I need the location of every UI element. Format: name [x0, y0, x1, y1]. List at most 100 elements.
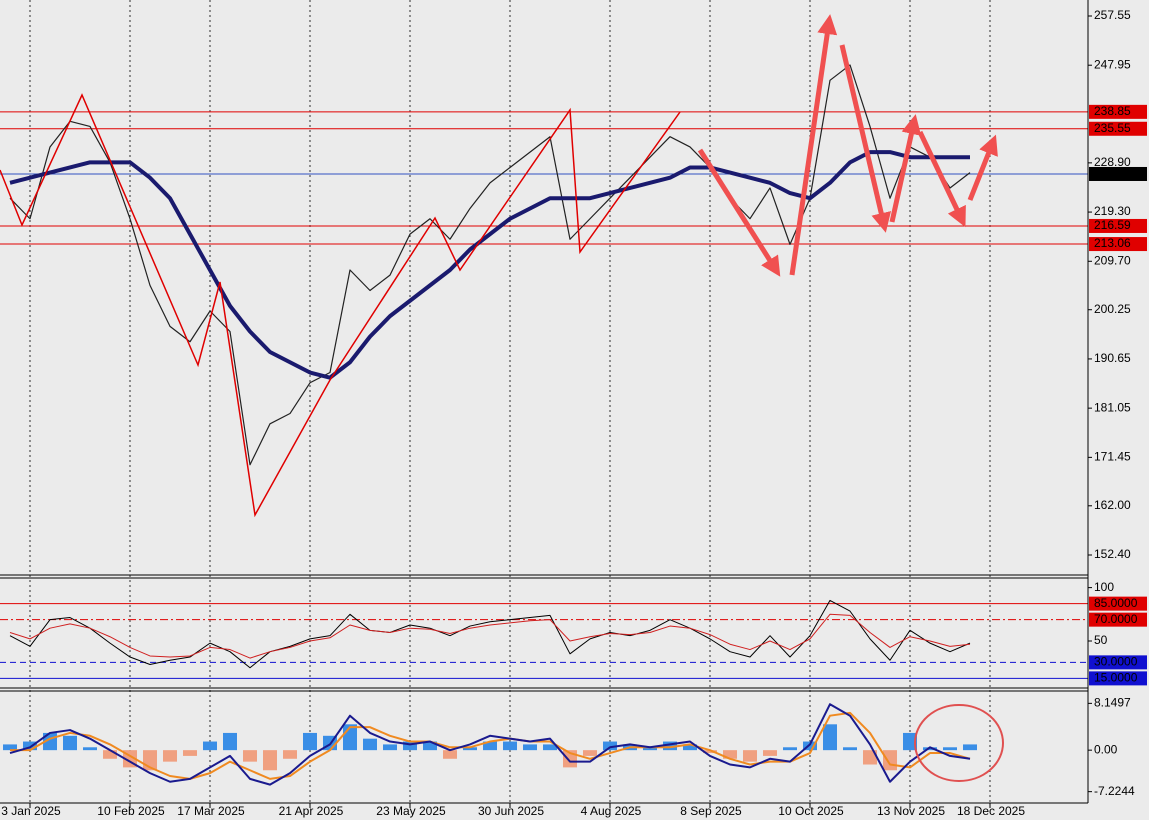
x-tick-label: 8 Sep 2025 — [680, 804, 742, 818]
histogram-bar — [263, 750, 277, 771]
histogram-bar — [463, 747, 477, 751]
level-label-bg — [1089, 166, 1147, 181]
y-tick-label: 50 — [1094, 633, 1108, 647]
histogram-bar — [303, 732, 317, 751]
x-tick-label: 18 Dec 2025 — [957, 804, 1025, 818]
histogram-bar — [543, 744, 557, 751]
histogram-bar — [443, 750, 457, 759]
level-label: 238.85 — [1094, 104, 1131, 118]
plots — [3, 64, 977, 786]
x-tick-label: 17 Mar 2025 — [177, 804, 245, 818]
level-label: 30.0000 — [1094, 655, 1138, 669]
x-tick-label: 4 Aug 2025 — [581, 804, 642, 818]
histogram-bar — [683, 744, 697, 751]
level-label-bg — [1089, 237, 1147, 252]
level-label-bg — [1089, 218, 1147, 233]
histogram-bar — [503, 741, 517, 751]
x-tick-label: 10 Feb 2025 — [97, 804, 165, 818]
y-tick-label: 8.1497 — [1094, 696, 1131, 710]
histogram-bar — [203, 741, 217, 751]
histogram-bar — [363, 738, 377, 751]
histogram-bar — [403, 741, 417, 751]
arrow — [889, 114, 922, 223]
arrow — [839, 44, 892, 233]
x-tick-label: 21 Apr 2025 — [279, 804, 344, 818]
level-label-bg — [1089, 104, 1147, 119]
histogram-bar — [923, 747, 937, 751]
arrow — [967, 134, 998, 201]
x-tick-label: 13 Nov 2025 — [877, 804, 945, 818]
histogram-bar — [23, 741, 37, 751]
level-label: 70.0000 — [1094, 612, 1138, 626]
series-line — [9, 613, 971, 659]
level-label: 213.06 — [1094, 236, 1131, 250]
arrow — [789, 14, 838, 276]
histogram-bar — [643, 747, 657, 751]
histogram-bar — [863, 750, 877, 765]
series-line — [9, 599, 971, 669]
histogram-bar — [903, 732, 917, 751]
y-tick-label: 257.55 — [1094, 8, 1131, 22]
histogram-bar — [883, 750, 897, 771]
arrow — [697, 148, 781, 277]
histogram-bar — [943, 747, 957, 751]
histogram-bar — [803, 741, 817, 751]
histogram-bar — [103, 750, 117, 759]
histogram-bar — [783, 747, 797, 751]
level-label-bg — [1089, 596, 1147, 611]
histogram-bar — [483, 741, 497, 751]
histogram-bar — [743, 750, 757, 762]
y-tick-label: 152.40 — [1094, 547, 1131, 561]
arrow — [917, 130, 966, 228]
histogram-bar — [763, 750, 777, 756]
level-label: 15.0000 — [1094, 671, 1138, 685]
series-line — [9, 150, 970, 380]
level-label-bg — [1089, 671, 1147, 686]
histogram-bar — [183, 750, 197, 756]
y-tick-label: 171.45 — [1094, 450, 1131, 464]
highlight-circle — [914, 704, 1004, 782]
histogram-bar — [243, 750, 257, 762]
level-label: 216.59 — [1094, 218, 1131, 232]
level-label: 85.0000 — [1094, 596, 1138, 610]
histogram-bar — [223, 732, 237, 751]
y-tick-label: 0.00 — [1094, 742, 1118, 756]
histogram-bar — [63, 735, 77, 751]
histogram-bar — [843, 747, 857, 751]
y-tick-label: 181.05 — [1094, 400, 1131, 414]
histogram-bar — [963, 744, 977, 751]
y-tick-label: 247.95 — [1094, 57, 1131, 71]
y-tick-label: 219.30 — [1094, 204, 1131, 218]
level-label-bg — [1089, 121, 1147, 136]
histogram-bar — [3, 744, 17, 751]
histogram-bar — [423, 741, 437, 751]
histogram-bar — [663, 741, 677, 751]
trend-arrows — [697, 14, 998, 277]
zigzag — [0, 93, 681, 518]
axes: 3 Jan 2025 10 Feb 2025 17 Mar 2025 21 Apr 2… — [1, 8, 1147, 818]
y-tick-label: -7.2244 — [1094, 784, 1135, 798]
y-tick-label: 200.25 — [1094, 302, 1131, 316]
x-tick-label: 30 Jun 2025 — [478, 804, 544, 818]
histogram-bar — [283, 750, 297, 759]
series-line — [10, 711, 971, 780]
histogram-bar — [583, 750, 597, 756]
histogram-bar — [723, 750, 737, 759]
histogram-bar — [823, 724, 837, 751]
x-tick-label: 10 Oct 2025 — [778, 804, 844, 818]
y-tick-label: 228.90 — [1094, 155, 1131, 169]
x-tick-label: 3 Jan 2025 — [1, 804, 61, 818]
level-label: 235.55 — [1094, 121, 1131, 135]
series-line — [9, 703, 971, 786]
y-tick-label: 190.65 — [1094, 351, 1131, 365]
histogram-bar — [703, 750, 717, 754]
level-label-bg — [1089, 612, 1147, 627]
histogram-bar — [383, 744, 397, 751]
y-tick-label: 162.00 — [1094, 498, 1131, 512]
histogram-bar — [603, 741, 617, 751]
level-label: 226.73 — [1094, 166, 1131, 180]
level-label-bg — [1089, 655, 1147, 670]
